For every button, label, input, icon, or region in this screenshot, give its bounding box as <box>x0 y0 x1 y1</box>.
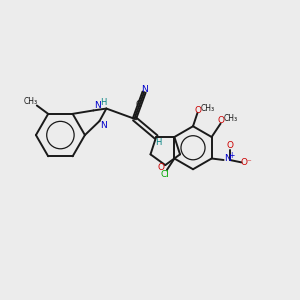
Text: N: N <box>94 101 101 110</box>
Text: O: O <box>195 106 202 115</box>
Text: CH₃: CH₃ <box>201 104 215 113</box>
Text: H: H <box>100 98 106 107</box>
Text: CH₃: CH₃ <box>224 114 238 123</box>
Text: O⁻: O⁻ <box>241 158 252 167</box>
Text: N: N <box>100 121 107 130</box>
Text: O: O <box>218 116 225 125</box>
Text: N: N <box>141 85 148 94</box>
Text: H: H <box>155 139 162 148</box>
Text: Cl: Cl <box>161 169 170 178</box>
Text: C: C <box>135 100 141 109</box>
Text: CH₃: CH₃ <box>23 98 37 106</box>
Text: O: O <box>226 141 233 150</box>
Text: +: + <box>229 151 235 160</box>
Text: O: O <box>157 163 164 172</box>
Text: N: N <box>224 154 231 163</box>
